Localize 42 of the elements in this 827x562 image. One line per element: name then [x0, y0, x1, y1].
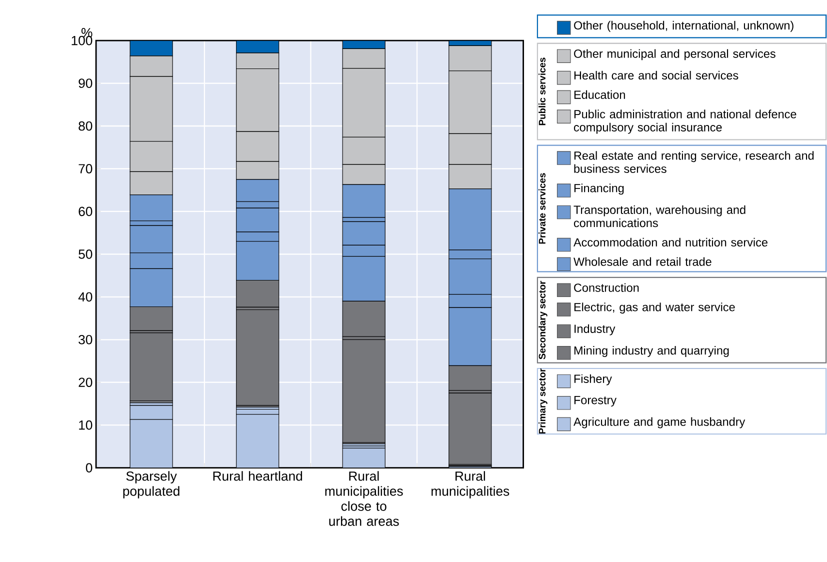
- legend-label: Wholesale and retail trade: [574, 257, 712, 266]
- y-tick-label: 70: [78, 164, 92, 174]
- y-tick-label: 20: [78, 378, 92, 387]
- legend-label: Financing: [574, 184, 624, 195]
- legend-label: Public administration and national defence compulsory social insurance: [574, 110, 796, 134]
- bar: [130, 332, 173, 401]
- y-tick-label: 60: [78, 206, 92, 216]
- y-tick-label: 30: [78, 334, 92, 344]
- y-tick-label: 10: [79, 420, 92, 430]
- legend-label: Industry: [574, 324, 616, 336]
- legend-label: Accommodation and nutrition service: [574, 238, 768, 246]
- legend-label: Transportation, warehousing and communications: [574, 205, 746, 228]
- y-tick-label: 100: [72, 36, 92, 46]
- text: Primary sector: [538, 368, 548, 434]
- legend-label: Real estate and renting service, research and business services: [574, 151, 814, 173]
- text: Public services: [538, 58, 546, 126]
- x-tick-label: Rural heartland: [213, 471, 302, 481]
- y-tick-label: 90: [78, 78, 92, 88]
- y-tick-label: 50: [78, 249, 92, 259]
- x-tick-label: Sparsely populated: [123, 471, 180, 498]
- y-tick-label: 40: [78, 292, 92, 302]
- text: Secondary sector: [538, 280, 548, 360]
- legend-label: Other (household, international, unknown): [574, 20, 794, 32]
- legend-label: Other municipal and personal services: [574, 49, 776, 60]
- y-tick-label: 0: [86, 463, 92, 472]
- legend-label: Forestry: [574, 396, 617, 406]
- legend-label: Fishery: [574, 374, 612, 386]
- bar: [448, 392, 492, 465]
- legend-label: Construction: [574, 283, 639, 292]
- bar: [342, 339, 386, 443]
- x-tick-label: Rural municipalities close to urban areas: [325, 471, 403, 526]
- legend-label: Electric, gas and water service: [574, 302, 735, 314]
- bar: [236, 309, 280, 406]
- text: Private services: [538, 173, 546, 244]
- legend-label: Mining industry and quarrying: [574, 346, 729, 357]
- y-axis-title: %: [82, 28, 92, 38]
- bar: [342, 448, 386, 468]
- legend-label: Agriculture and game husbandry: [574, 417, 746, 428]
- y-tick-label: 80: [78, 121, 92, 131]
- x-tick-label: Rural municipalities: [432, 471, 510, 498]
- legend-label: Education: [574, 90, 625, 99]
- legend-label: Health care and social services: [574, 70, 738, 80]
